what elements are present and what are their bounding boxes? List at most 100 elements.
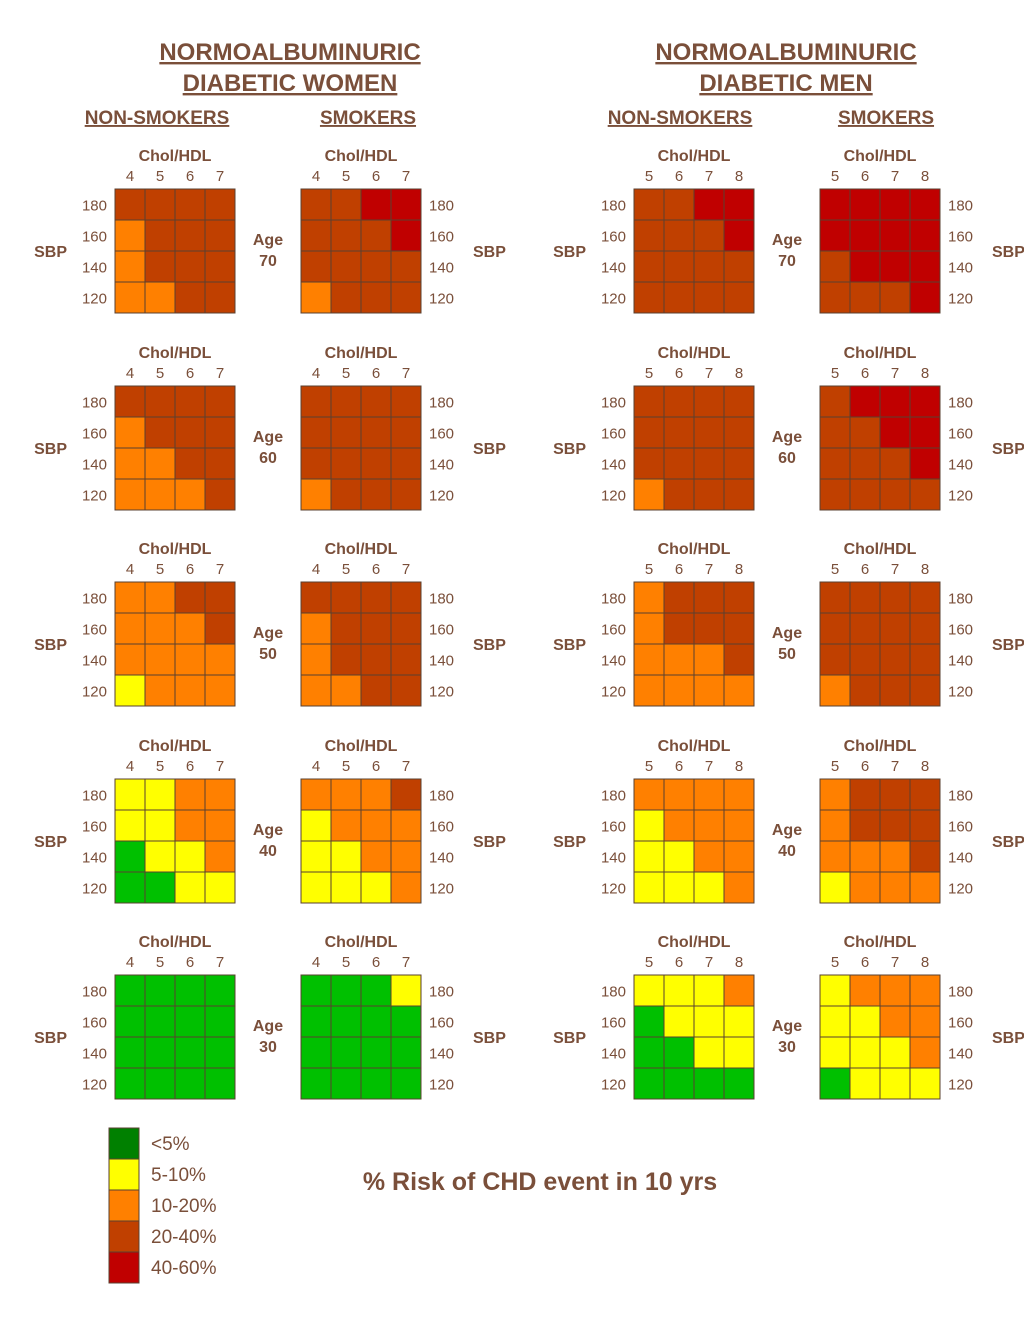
chol-tick: 7: [402, 758, 410, 775]
risk-cell: [633, 219, 665, 252]
risk-cell: [174, 416, 206, 449]
risk-cell: [360, 478, 392, 511]
risk-cell: [300, 871, 332, 904]
legend-label: 5-10%: [151, 1165, 206, 1186]
sbp-label: SBP: [473, 441, 506, 458]
risk-cell: [300, 581, 332, 614]
sbp-tick: 180: [429, 788, 454, 805]
sbp-tick: 180: [948, 788, 973, 805]
sbp-tick: 140: [82, 850, 107, 867]
risk-cell: [390, 1067, 422, 1100]
chol-tick: 6: [372, 758, 380, 775]
subgroup-title: SMOKERS: [320, 108, 416, 129]
risk-cell: [909, 250, 941, 283]
risk-cell: [693, 447, 725, 480]
chol-tick: 5: [831, 954, 839, 971]
chol-tick: 4: [126, 168, 134, 185]
risk-cell: [144, 871, 176, 904]
chol-tick: 7: [705, 365, 713, 382]
risk-cell: [909, 447, 941, 480]
risk-cell: [114, 281, 146, 314]
chol-tick: 6: [861, 561, 869, 578]
risk-cell: [633, 612, 665, 645]
risk-cell: [144, 612, 176, 645]
sbp-tick: 120: [601, 1077, 626, 1094]
age-value: 40: [259, 843, 277, 860]
chol-hdl-label: Chol/HDL: [139, 541, 212, 558]
chol-tick: 5: [342, 954, 350, 971]
risk-cell: [330, 1036, 362, 1069]
sbp-label: SBP: [553, 244, 586, 261]
risk-cell: [144, 840, 176, 873]
sbp-tick: 160: [948, 622, 973, 639]
chol-tick: 8: [735, 168, 743, 185]
chol-hdl-label: Chol/HDL: [658, 345, 731, 362]
risk-cell: [114, 447, 146, 480]
chol-tick: 7: [705, 561, 713, 578]
risk-cell: [300, 809, 332, 842]
risk-cell: [723, 1005, 755, 1038]
risk-cell: [909, 974, 941, 1007]
sbp-tick: 160: [601, 819, 626, 836]
chol-hdl-label: Chol/HDL: [658, 148, 731, 165]
risk-grid: Chol/HDL 5 6 7 8 180 160 140 120 SBP: [819, 934, 1024, 1100]
risk-cell: [174, 1067, 206, 1100]
sbp-tick: 140: [601, 260, 626, 277]
risk-cell: [879, 1005, 911, 1038]
sbp-tick: 120: [82, 881, 107, 898]
risk-cell: [849, 1005, 881, 1038]
risk-cell: [633, 643, 665, 676]
risk-cell: [693, 809, 725, 842]
chol-tick: 5: [156, 365, 164, 382]
age-value: 30: [778, 1039, 796, 1056]
risk-cell: [114, 674, 146, 707]
sbp-tick: 160: [601, 1015, 626, 1032]
risk-cell: [819, 447, 851, 480]
risk-cell: [879, 416, 911, 449]
chol-tick: 8: [921, 561, 929, 578]
risk-cell: [723, 447, 755, 480]
chol-tick: 7: [891, 758, 899, 775]
risk-cell: [693, 643, 725, 676]
legend-label: 40-60%: [151, 1258, 217, 1279]
risk-cell: [204, 478, 236, 511]
chol-tick: 5: [645, 954, 653, 971]
risk-cell: [114, 1005, 146, 1038]
risk-cell: [819, 1005, 851, 1038]
chol-hdl-label: Chol/HDL: [658, 738, 731, 755]
risk-grid: Chol/HDL 4 5 6 7 180 160 140 120 SBP: [300, 148, 506, 314]
sbp-tick: 180: [429, 984, 454, 1001]
risk-cell: [300, 840, 332, 873]
risk-cell: [114, 809, 146, 842]
sbp-label: SBP: [992, 441, 1024, 458]
sbp-label: SBP: [553, 441, 586, 458]
risk-grid: Chol/HDL 5 6 7 8 180 160 140 120 SBP: [819, 541, 1024, 707]
risk-cell: [693, 1005, 725, 1038]
sbp-label: SBP: [553, 637, 586, 654]
risk-cell: [114, 385, 146, 418]
sbp-tick: 180: [601, 395, 626, 412]
chol-tick: 7: [705, 168, 713, 185]
sbp-tick: 140: [601, 653, 626, 670]
chol-tick: 5: [645, 168, 653, 185]
risk-cell: [300, 281, 332, 314]
risk-cell: [360, 219, 392, 252]
sbp-tick: 120: [429, 1077, 454, 1094]
sbp-tick: 160: [948, 819, 973, 836]
risk-cell: [723, 478, 755, 511]
risk-cell: [204, 1005, 236, 1038]
risk-cell: [909, 1036, 941, 1069]
chol-tick: 5: [156, 758, 164, 775]
risk-cell: [723, 219, 755, 252]
risk-cell: [204, 643, 236, 676]
sbp-tick: 120: [601, 488, 626, 505]
sbp-tick: 140: [82, 260, 107, 277]
risk-cell: [909, 385, 941, 418]
sbp-tick: 160: [82, 819, 107, 836]
sbp-tick: 180: [429, 591, 454, 608]
risk-cell: [909, 416, 941, 449]
chol-hdl-label: Chol/HDL: [658, 934, 731, 951]
sbp-tick: 160: [429, 229, 454, 246]
risk-cell: [390, 581, 422, 614]
chol-hdl-label: Chol/HDL: [325, 934, 398, 951]
